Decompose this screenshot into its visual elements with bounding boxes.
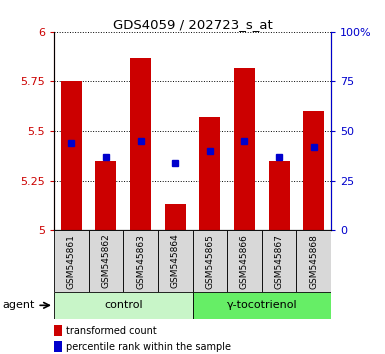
Text: γ-tocotrienol: γ-tocotrienol (226, 300, 297, 310)
Text: GSM545864: GSM545864 (171, 234, 180, 289)
Text: control: control (104, 300, 142, 310)
Text: GSM545867: GSM545867 (275, 234, 284, 289)
Bar (54, 292, 192, 319)
Text: GSM545862: GSM545862 (101, 234, 110, 289)
Bar (123, 230, 158, 292)
Bar (199, 117, 220, 230)
Bar (234, 68, 255, 230)
Bar (158, 230, 192, 292)
Bar (262, 230, 296, 292)
Title: GDS4059 / 202723_s_at: GDS4059 / 202723_s_at (113, 18, 272, 31)
Bar (54, 341, 62, 353)
Text: GSM545866: GSM545866 (240, 234, 249, 289)
Bar (54, 325, 62, 336)
Text: percentile rank within the sample: percentile rank within the sample (66, 342, 231, 352)
Bar (192, 230, 227, 292)
Bar (61, 81, 82, 230)
Bar (130, 58, 151, 230)
Text: GSM545861: GSM545861 (67, 234, 76, 289)
Text: GSM545865: GSM545865 (205, 234, 214, 289)
Bar (165, 204, 186, 230)
Bar (296, 230, 331, 292)
Bar (192, 292, 331, 319)
Text: agent: agent (2, 300, 35, 310)
Bar (303, 111, 324, 230)
Bar (54, 230, 89, 292)
Bar (95, 161, 116, 230)
Text: GSM545863: GSM545863 (136, 234, 145, 289)
Bar (227, 230, 262, 292)
Text: GSM545868: GSM545868 (309, 234, 318, 289)
Text: transformed count: transformed count (66, 326, 157, 336)
Bar (89, 230, 123, 292)
Bar (269, 161, 290, 230)
